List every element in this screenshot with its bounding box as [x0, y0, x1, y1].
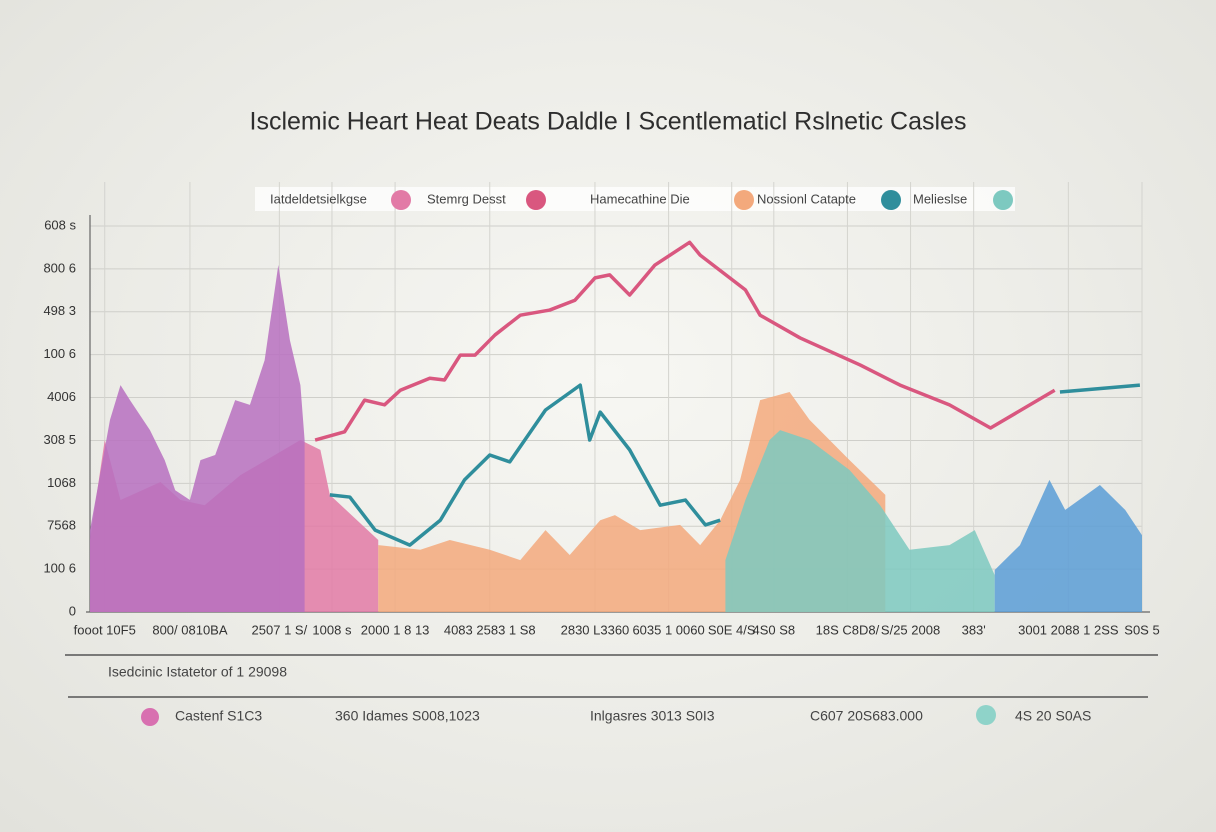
footer-item: Inlgasres 3013 S0I3 [590, 708, 715, 724]
legend-swatch [526, 190, 546, 210]
legend-label: Melieslse [913, 191, 967, 206]
footer-item: 4S 20 S0AS [1015, 708, 1091, 724]
annotation: Isedcinic Istatetor of 1 29098 [108, 664, 287, 680]
y-tick-label: 7568 [47, 518, 76, 533]
y-tick-label: 0 [69, 603, 76, 618]
y-tick-label: 498 3 [43, 303, 76, 318]
area [90, 265, 305, 612]
legend-label: Stemrg Desst [427, 191, 506, 206]
x-tick-label: 2000 1 8 13 [361, 622, 430, 637]
footer-swatch [976, 705, 996, 725]
area [994, 479, 1142, 612]
legend-swatch [391, 190, 411, 210]
legend-swatch [993, 190, 1013, 210]
x-tick-label: 800/ 0810BA [152, 622, 228, 637]
x-tick-label: 18S C8D8/ [816, 622, 880, 637]
legend-label: Hamecathine Die [590, 191, 690, 206]
footer-item: 360 Idames S008,1023 [335, 708, 480, 724]
line [314, 240, 1056, 442]
y-tick-label: 100 6 [43, 346, 76, 361]
y-tick-label: 608 s [44, 217, 76, 232]
x-tick-label: 383' [962, 622, 986, 637]
footer-swatch [141, 708, 159, 726]
y-tick-label: 308 5 [43, 432, 76, 447]
legend-label: Nossionl Catapte [757, 191, 856, 206]
footer-item: C607 20S683.000 [810, 708, 923, 724]
line [329, 383, 1141, 547]
y-tick-label: 1068 [47, 475, 76, 490]
x-tick-label: S0E 4/S [708, 622, 756, 637]
x-tick-label: 4S0 S8 [752, 622, 795, 637]
area [725, 430, 995, 612]
x-tick-label: S0S 5 [1124, 622, 1159, 637]
legend-swatch [881, 190, 901, 210]
x-tick-label: 6035 1 0060 [632, 622, 704, 637]
x-tick-label: 4083 2583 1 S8 [444, 622, 536, 637]
x-tick-label: 1008 s [312, 622, 352, 637]
x-tick-label: 2830 L3360 [561, 622, 630, 637]
legend-swatch [734, 190, 754, 210]
y-tick-label: 100 6 [43, 561, 76, 576]
footer-item: Castenf S1C3 [175, 708, 262, 724]
legend-label: Iatdeldetsielkgse [270, 191, 367, 206]
x-tick-label: S/25 2008 [881, 622, 940, 637]
y-tick-label: 800 6 [43, 260, 76, 275]
x-tick-label: fooot 10F5 [74, 622, 136, 637]
x-tick-label: 3001 2088 1 2SS [1018, 622, 1119, 637]
x-tick-label: 2507 1 S/ [252, 622, 308, 637]
chart-title: Isclemic Heart Heat Deats Daldle I Scent… [250, 108, 967, 136]
y-tick-label: 4006 [47, 389, 76, 404]
